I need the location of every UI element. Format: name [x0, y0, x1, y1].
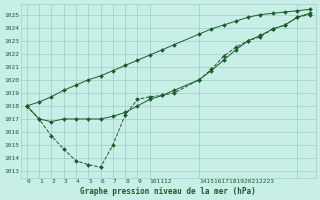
X-axis label: Graphe pression niveau de la mer (hPa): Graphe pression niveau de la mer (hPa) — [80, 187, 256, 196]
